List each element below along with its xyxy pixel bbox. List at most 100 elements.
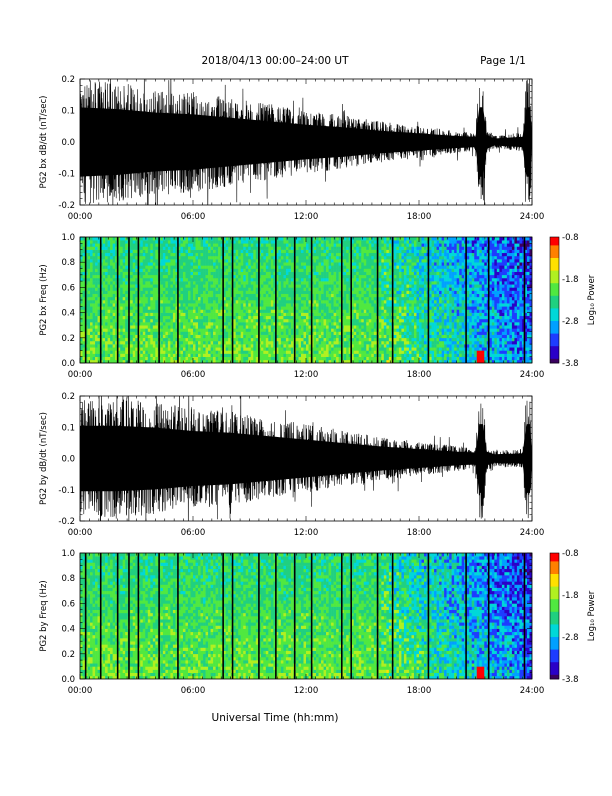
- spectrogram-cell: [319, 341, 322, 344]
- spectrogram-cell: [324, 303, 327, 306]
- spectrogram-cell: [196, 237, 199, 240]
- spectrogram-cell: [316, 357, 319, 360]
- spectrogram-cell: [268, 325, 271, 328]
- spectrogram-cell: [170, 319, 173, 322]
- spectrogram-cell: [301, 240, 304, 243]
- spectrogram-cell: [113, 344, 116, 347]
- spectrogram-cell: [233, 278, 236, 281]
- spectrogram-cell: [188, 237, 191, 240]
- spectrogram-cell: [314, 278, 317, 281]
- spectrogram-cell: [148, 256, 151, 259]
- spectrogram-cell: [105, 309, 108, 312]
- spectrogram-cell: [278, 259, 281, 262]
- spectrogram-cell: [236, 287, 239, 290]
- spectrogram-cell: [108, 325, 111, 328]
- spectrogram-cell: [226, 300, 229, 303]
- spectrogram-cell: [288, 313, 291, 316]
- spectrogram-cell: [291, 354, 294, 357]
- spectrogram-cell: [173, 294, 176, 297]
- spectrogram-cell: [170, 284, 173, 287]
- spectrogram-cell: [218, 341, 221, 344]
- spectrogram-cell: [241, 284, 244, 287]
- spectrogram-cell: [203, 281, 206, 284]
- spectrogram-cell: [314, 306, 317, 309]
- spectrogram-cell: [253, 259, 256, 262]
- spectrogram-cell: [253, 278, 256, 281]
- spectrogram-cell: [160, 250, 163, 253]
- spectrogram-cell: [331, 354, 334, 357]
- spectrogram-cell: [364, 357, 367, 360]
- spectrogram-cell: [188, 319, 191, 322]
- spectrogram-cell: [88, 269, 91, 272]
- spectrogram-cell: [261, 341, 264, 344]
- spectrogram-cell: [208, 237, 211, 240]
- spectrogram-cell: [306, 243, 309, 246]
- spectrogram-cell: [321, 243, 324, 246]
- spectrogram-cell: [226, 281, 229, 284]
- spectrogram-cell: [170, 313, 173, 316]
- spectrogram-cell: [369, 306, 372, 309]
- spectrogram-cell: [321, 297, 324, 300]
- spectrogram-cell: [190, 269, 193, 272]
- spectrogram-cell: [278, 294, 281, 297]
- spectrogram-cell: [379, 322, 382, 325]
- spectrogram-cell: [271, 250, 274, 253]
- spectrogram-cell: [233, 332, 236, 335]
- spectrogram-cell: [88, 303, 91, 306]
- spectrogram-cell: [298, 265, 301, 268]
- spectrogram-cell: [336, 275, 339, 278]
- spectrogram-cell: [266, 303, 269, 306]
- spectrogram-cell: [165, 319, 168, 322]
- spectrogram-cell: [143, 309, 146, 312]
- spectrogram-cell: [261, 269, 264, 272]
- spectrogram-cell: [193, 350, 196, 353]
- spectrogram-cell: [213, 325, 216, 328]
- spectrogram-cell: [291, 357, 294, 360]
- spectrogram-cell: [361, 291, 364, 294]
- spectrogram-cell: [218, 272, 221, 275]
- spectrogram-cell: [160, 332, 163, 335]
- spectrogram-cell: [371, 335, 374, 338]
- spectrogram-cell: [80, 350, 83, 353]
- spectrogram-cell: [168, 316, 171, 319]
- spectrogram-cell: [246, 316, 249, 319]
- spectrogram-cell: [241, 306, 244, 309]
- spectrogram-cell: [216, 294, 219, 297]
- spectrogram-cell: [103, 306, 106, 309]
- spectrogram-cell: [108, 332, 111, 335]
- spectrogram-cell: [374, 325, 377, 328]
- spectrogram-cell: [125, 341, 128, 344]
- spectrogram-cell: [211, 332, 214, 335]
- spectrogram-cell: [125, 281, 128, 284]
- spectrogram-cell: [226, 344, 229, 347]
- spectrogram-cell: [226, 272, 229, 275]
- spectrogram-cell: [143, 357, 146, 360]
- spectrogram-cell: [301, 250, 304, 253]
- spectrogram-cell: [263, 275, 266, 278]
- spectrogram-cell: [296, 316, 299, 319]
- spectrogram-cell: [148, 354, 151, 357]
- spectrogram-cell: [105, 350, 108, 353]
- spectrogram-cell: [155, 297, 158, 300]
- spectrogram-cell: [298, 344, 301, 347]
- spectrogram-cell: [283, 322, 286, 325]
- spectrogram-cell: [303, 316, 306, 319]
- spectrogram-cell: [329, 354, 332, 357]
- spectrogram-cell: [288, 284, 291, 287]
- spectrogram-cell: [271, 294, 274, 297]
- spectrogram-cell: [316, 291, 319, 294]
- spectrogram-cell: [288, 328, 291, 331]
- spectrogram-cell: [125, 253, 128, 256]
- spectrogram-cell: [344, 269, 347, 272]
- spectrogram-cell: [133, 297, 136, 300]
- spectrogram-cell: [246, 335, 249, 338]
- spectrogram-cell: [196, 294, 199, 297]
- spectrogram-cell: [233, 256, 236, 259]
- spectrogram-cell: [298, 250, 301, 253]
- spectrogram-cell: [160, 357, 163, 360]
- spectrogram-cell: [201, 262, 204, 265]
- spectrogram-cell: [173, 281, 176, 284]
- spectrogram-cell: [185, 316, 188, 319]
- spectrogram-cell: [218, 303, 221, 306]
- spectrogram-cell: [356, 281, 359, 284]
